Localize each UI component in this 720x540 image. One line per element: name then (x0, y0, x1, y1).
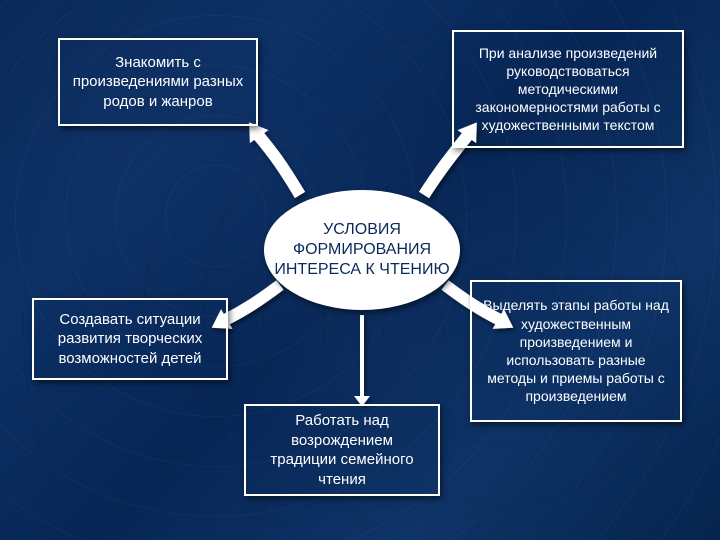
box-top-left: Знакомить с произведениями разных родов … (58, 38, 258, 126)
center-node-text: УСЛОВИЯ ФОРМИРОВАНИЯ ИНТЕРЕСА К ЧТЕНИЮ (264, 220, 460, 280)
box-label: При анализе произведений руководствовать… (464, 44, 672, 135)
box-label: Создавать ситуации развития творческих в… (44, 310, 216, 369)
center-node: УСЛОВИЯ ФОРМИРОВАНИЯ ИНТЕРЕСА К ЧТЕНИЮ (264, 190, 460, 310)
box-bottom: Работать над возрождением традиции семей… (244, 404, 440, 496)
box-mid-left: Создавать ситуации развития творческих в… (32, 298, 228, 380)
box-label: Знакомить с произведениями разных родов … (70, 53, 246, 112)
box-label: Выделять этапы работы над художественным… (482, 296, 670, 405)
box-label: Работать над возрождением традиции семей… (256, 411, 428, 489)
box-top-right: При анализе произведений руководствовать… (452, 30, 684, 148)
box-mid-right: Выделять этапы работы над художественным… (470, 280, 682, 422)
